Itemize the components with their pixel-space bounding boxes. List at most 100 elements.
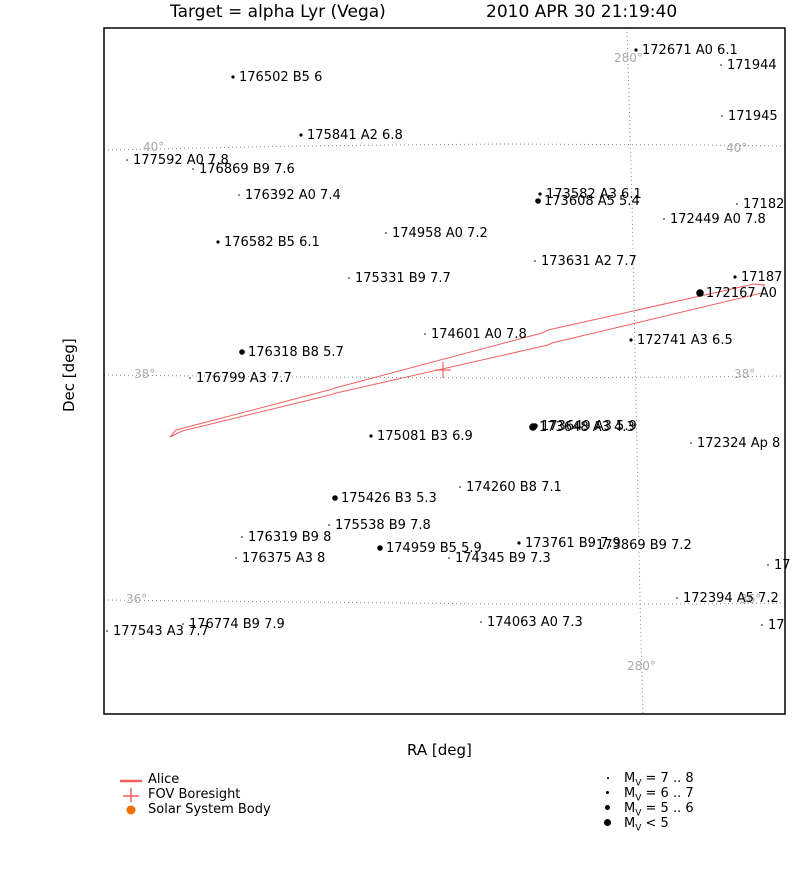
star-173648-label: 173648 A3 4.3 xyxy=(539,420,635,435)
star-174345-label: 174345 B9 7.3 xyxy=(455,551,551,566)
star-175081-dot xyxy=(369,434,373,438)
star-175081-label: 175081 B3 6.9 xyxy=(377,429,473,444)
star-172167-label: 172167 A0 xyxy=(706,286,777,301)
star-17187-label: 17187 xyxy=(741,270,782,285)
star-172324-dot xyxy=(690,442,692,444)
y-axis-label: Dec [deg] xyxy=(60,338,78,412)
chart-title: Target = alpha Lyr (Vega) 2010 APR 30 21… xyxy=(0,2,800,26)
star-17_edge-dot xyxy=(767,564,769,566)
dec-40-line xyxy=(103,143,786,151)
star-176502-label: 176502 B5 6 xyxy=(239,70,322,85)
star-173761-label: 173761 B9 7.9 xyxy=(525,536,621,551)
legend-alice-label: Alice xyxy=(148,772,180,787)
star-172741-label: 172741 A3 6.5 xyxy=(637,333,733,348)
mag-7-8-dot-icon xyxy=(607,777,609,779)
boresight-cross-icon xyxy=(123,788,139,802)
ra-280-line xyxy=(626,27,644,715)
star-172671-label: 172671 A0 6.1 xyxy=(642,43,738,58)
star-176392-label: 176392 A0 7.4 xyxy=(245,188,341,203)
grid-label-dec-38-right: 38° xyxy=(734,367,755,381)
star-176392-dot xyxy=(238,194,240,196)
grid-label-ra-280-bottom: 280° xyxy=(627,659,656,673)
star-176375-label: 176375 A3 8 xyxy=(242,551,325,566)
star-172394-label: 172394 A5 7.2 xyxy=(683,591,779,606)
star-171945-dot xyxy=(721,115,723,117)
star-173582-dot xyxy=(538,192,542,196)
dec-38-line xyxy=(103,374,786,379)
star-176375-dot xyxy=(235,557,237,559)
grid-label-dec-40-right: 40° xyxy=(726,141,747,155)
star-173649-dot xyxy=(532,423,538,429)
star-173869-dot xyxy=(589,544,591,546)
grid-label-dec-36-left: 36° xyxy=(126,592,147,606)
plot-frame xyxy=(103,27,786,715)
star-172449-label: 172449 A0 7.8 xyxy=(670,212,766,227)
star-174959-label: 174959 B5 5.9 xyxy=(386,541,482,556)
star-172449-dot xyxy=(663,218,665,220)
star-174959-dot xyxy=(377,545,383,551)
star-173582-label: 173582 A3 6.1 xyxy=(546,187,642,202)
star-176799-label: 176799 A3 7.7 xyxy=(196,371,292,386)
star-17_edge2-dot xyxy=(761,624,763,626)
star-174063-dot xyxy=(480,621,482,623)
star-17_edge2-label: 17 xyxy=(768,618,785,633)
star-17187-dot xyxy=(733,275,737,279)
star-175841-label: 175841 A2 6.8 xyxy=(307,128,403,143)
grid-lines xyxy=(103,27,786,715)
star-175538-dot xyxy=(328,524,330,526)
star-176774-label: 176774 B9 7.9 xyxy=(189,617,285,632)
star-175331-dot xyxy=(348,277,350,279)
mag-lt5-dot-icon xyxy=(604,819,611,826)
grid-label-dec-40-left: 40° xyxy=(143,140,164,154)
star-176502-dot xyxy=(231,75,235,79)
timestamp-label: 2010 APR 30 21:19:40 xyxy=(486,2,678,22)
star-174601-dot xyxy=(424,333,426,335)
star-175426-dot xyxy=(332,495,338,501)
star-174063-label: 174063 A0 7.3 xyxy=(487,615,583,630)
star-17182-dot xyxy=(736,203,738,205)
star-176319-dot xyxy=(241,536,243,538)
star-173608-dot xyxy=(535,198,541,204)
star-177592-dot xyxy=(126,159,128,161)
star-17182-label: 17182 xyxy=(743,197,784,212)
star-176318-label: 176318 B8 5.7 xyxy=(248,345,344,360)
star-176319-label: 176319 B9 8 xyxy=(248,530,331,545)
star-176318-dot xyxy=(239,349,245,355)
mag-5-6-dot-icon xyxy=(605,805,610,810)
star-176582-dot xyxy=(216,240,220,244)
star-172167-dot xyxy=(696,289,704,297)
x-axis-label: RA [deg] xyxy=(407,741,472,759)
star-174260-label: 174260 B8 7.1 xyxy=(466,480,562,495)
star-172394-dot xyxy=(676,597,678,599)
fov-boresight-marker xyxy=(435,362,451,378)
star-174601-label: 174601 A0 7.8 xyxy=(431,327,527,342)
star-173649-label: 173649 A3 5.9 xyxy=(541,419,637,434)
star-176799-dot xyxy=(189,377,191,379)
alice-slit-outline xyxy=(169,283,765,438)
star-172324-label: 172324 Ap 8 xyxy=(697,436,780,451)
star-173869-label: 173869 B9 7.2 xyxy=(596,538,692,553)
star-177543-label: 177543 A3 7.7 xyxy=(113,624,209,639)
target-label: Target = alpha Lyr (Vega) xyxy=(170,2,386,22)
star-175331-label: 175331 B9 7.7 xyxy=(355,271,451,286)
star-174260-dot xyxy=(459,486,461,488)
star-173608-label: 173608 A5 5.4 xyxy=(544,194,640,209)
star-177592-label: 177592 A0 7.8 xyxy=(133,153,229,168)
alice-slit-polygon xyxy=(169,283,765,438)
star-173631-dot xyxy=(534,260,536,262)
star-174958-label: 174958 A0 7.2 xyxy=(392,226,488,241)
grid-label-ra-280-top: 280° xyxy=(614,51,643,65)
star-171945-label: 171945 xyxy=(728,109,778,124)
star-174958-dot xyxy=(385,232,387,234)
star-176582-label: 176582 B5 6.1 xyxy=(224,235,320,250)
star-176774-dot xyxy=(182,623,184,625)
alice-line-icon xyxy=(120,779,142,783)
grid-label-dec-36-right: 36° xyxy=(740,592,761,606)
star-176869-dot xyxy=(192,168,194,170)
star-175426-label: 175426 B3 5.3 xyxy=(341,491,437,506)
star-176869-label: 176869 B9 7.6 xyxy=(199,162,295,177)
star-173761-dot xyxy=(517,541,521,545)
star-172671-dot xyxy=(634,48,638,52)
star-171944-dot xyxy=(720,64,722,66)
star-174345-dot xyxy=(448,557,450,559)
